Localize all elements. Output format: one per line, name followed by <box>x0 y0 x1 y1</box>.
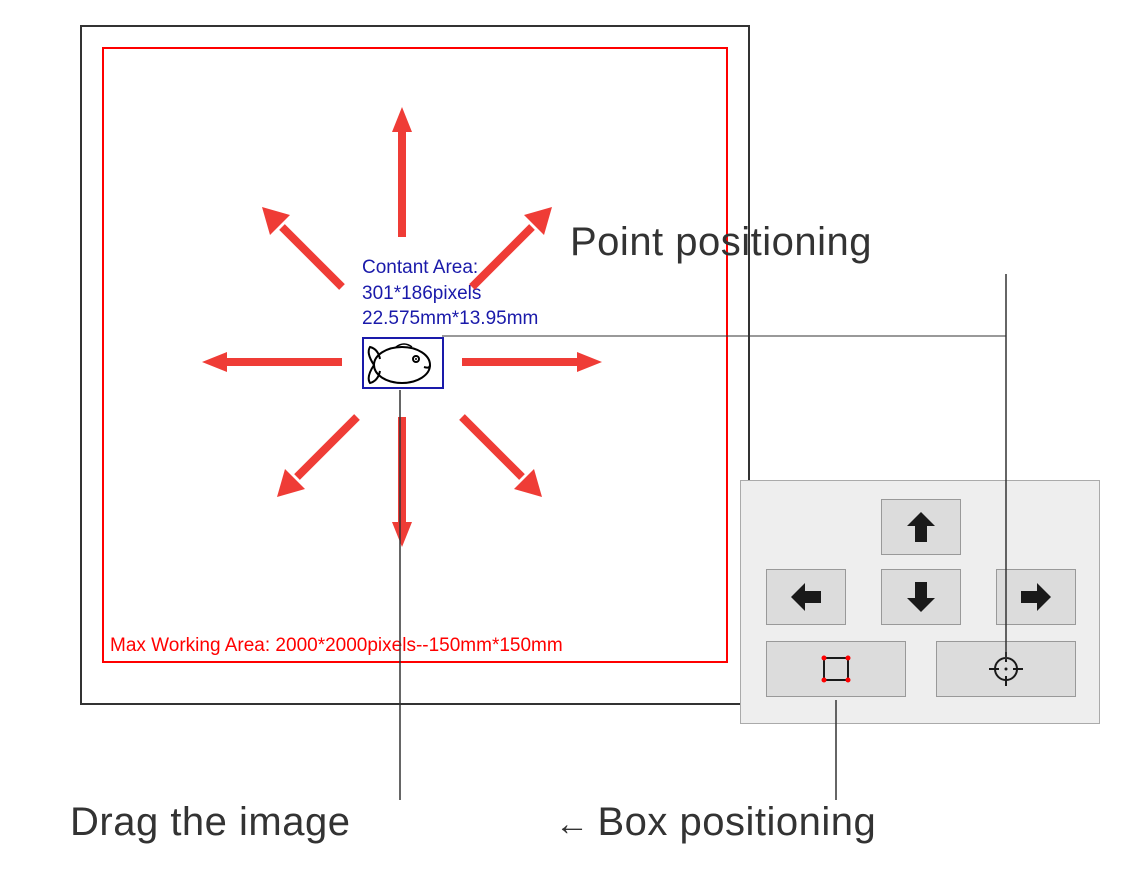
arrow-left-small-icon: ← <box>555 805 590 843</box>
box-positioning-icon <box>818 654 854 684</box>
arrow-down-icon <box>907 582 935 612</box>
arrow-right-icon <box>1021 583 1051 611</box>
move-up-button[interactable] <box>881 499 961 555</box>
point-positioning-label: Point positioning <box>570 220 872 265</box>
content-image-box[interactable] <box>362 337 444 389</box>
canvas-outer-frame: Contant Area: 301*186pixels 22.575mm*13.… <box>80 25 750 705</box>
move-left-button[interactable] <box>766 569 846 625</box>
direction-arrow-right-icon <box>462 347 602 377</box>
direction-arrow-upleft-icon <box>262 207 352 297</box>
content-info-line3: 22.575mm*13.95mm <box>362 306 538 332</box>
direction-arrow-down-icon <box>387 417 417 547</box>
direction-arrow-downright-icon <box>452 407 542 497</box>
direction-arrow-up-icon <box>387 107 417 237</box>
direction-arrow-downleft-icon <box>277 407 367 497</box>
arrow-left-icon <box>791 583 821 611</box>
fish-drawing-icon <box>364 339 442 387</box>
point-positioning-button[interactable] <box>936 641 1076 697</box>
crosshair-icon <box>989 652 1023 686</box>
box-positioning-button[interactable] <box>766 641 906 697</box>
arrow-up-icon <box>907 512 935 542</box>
move-right-button[interactable] <box>996 569 1076 625</box>
move-down-button[interactable] <box>881 569 961 625</box>
box-positioning-label: ←Box positioning <box>555 800 876 845</box>
direction-arrow-upright-icon <box>462 207 552 297</box>
positioning-control-panel <box>740 480 1100 724</box>
direction-arrow-left-icon <box>202 347 342 377</box>
drag-image-label: Drag the image <box>70 800 350 845</box>
max-working-area-label: Max Working Area: 2000*2000pixels--150mm… <box>110 635 563 657</box>
